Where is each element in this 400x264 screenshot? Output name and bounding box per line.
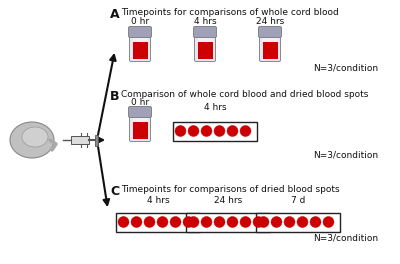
Circle shape — [310, 216, 321, 228]
Text: 4 hrs: 4 hrs — [147, 196, 169, 205]
Circle shape — [297, 216, 308, 228]
Circle shape — [284, 216, 295, 228]
Ellipse shape — [22, 127, 48, 147]
FancyBboxPatch shape — [258, 26, 282, 37]
Text: 4 hrs: 4 hrs — [194, 17, 216, 26]
FancyBboxPatch shape — [128, 26, 152, 37]
Circle shape — [201, 216, 212, 228]
Circle shape — [227, 216, 238, 228]
Text: 7 d: 7 d — [291, 196, 305, 205]
Bar — [256, 213, 340, 232]
Text: N=3/condition: N=3/condition — [313, 150, 378, 159]
Circle shape — [183, 216, 194, 228]
Bar — [132, 42, 148, 59]
FancyBboxPatch shape — [194, 29, 216, 62]
Circle shape — [271, 216, 282, 228]
Circle shape — [157, 216, 168, 228]
Text: 0 hr: 0 hr — [131, 98, 149, 107]
Circle shape — [131, 216, 142, 228]
Text: A: A — [110, 8, 120, 21]
Text: N=3/condition: N=3/condition — [313, 233, 378, 243]
Circle shape — [175, 125, 186, 136]
Text: 0 hr: 0 hr — [131, 17, 149, 26]
Circle shape — [240, 216, 251, 228]
Bar — [116, 213, 200, 232]
FancyBboxPatch shape — [130, 29, 150, 62]
Text: Timepoints for comparisons of whole cord blood: Timepoints for comparisons of whole cord… — [121, 8, 339, 17]
Bar — [95, 134, 98, 145]
Text: 24 hrs: 24 hrs — [256, 17, 284, 26]
Bar — [262, 31, 278, 42]
Circle shape — [188, 125, 199, 136]
Text: C: C — [110, 185, 119, 198]
Bar — [132, 122, 148, 139]
Circle shape — [227, 125, 238, 136]
Bar — [132, 111, 148, 122]
Text: B: B — [110, 90, 120, 103]
Ellipse shape — [10, 122, 54, 158]
Text: N=3/condition: N=3/condition — [313, 64, 378, 73]
Bar — [173, 121, 257, 140]
FancyBboxPatch shape — [128, 106, 152, 117]
Text: 4 hrs: 4 hrs — [204, 103, 226, 112]
Circle shape — [253, 216, 264, 228]
FancyBboxPatch shape — [130, 109, 150, 142]
Circle shape — [144, 216, 155, 228]
FancyBboxPatch shape — [260, 29, 280, 62]
Text: 24 hrs: 24 hrs — [214, 196, 242, 205]
Circle shape — [258, 216, 269, 228]
Circle shape — [323, 216, 334, 228]
Circle shape — [188, 216, 199, 228]
Circle shape — [214, 216, 225, 228]
Bar — [132, 31, 148, 42]
Circle shape — [214, 125, 225, 136]
Circle shape — [118, 216, 129, 228]
Circle shape — [201, 125, 212, 136]
Bar — [71, 136, 89, 144]
Text: Timepoints for comparisons of dried blood spots: Timepoints for comparisons of dried bloo… — [121, 185, 340, 194]
FancyBboxPatch shape — [194, 26, 216, 37]
Bar — [186, 213, 270, 232]
Text: Comparison of whole cord blood and dried blood spots: Comparison of whole cord blood and dried… — [121, 90, 368, 99]
Bar — [198, 42, 212, 59]
Circle shape — [240, 125, 251, 136]
Bar — [198, 31, 212, 42]
Bar — [262, 42, 278, 59]
Circle shape — [170, 216, 181, 228]
